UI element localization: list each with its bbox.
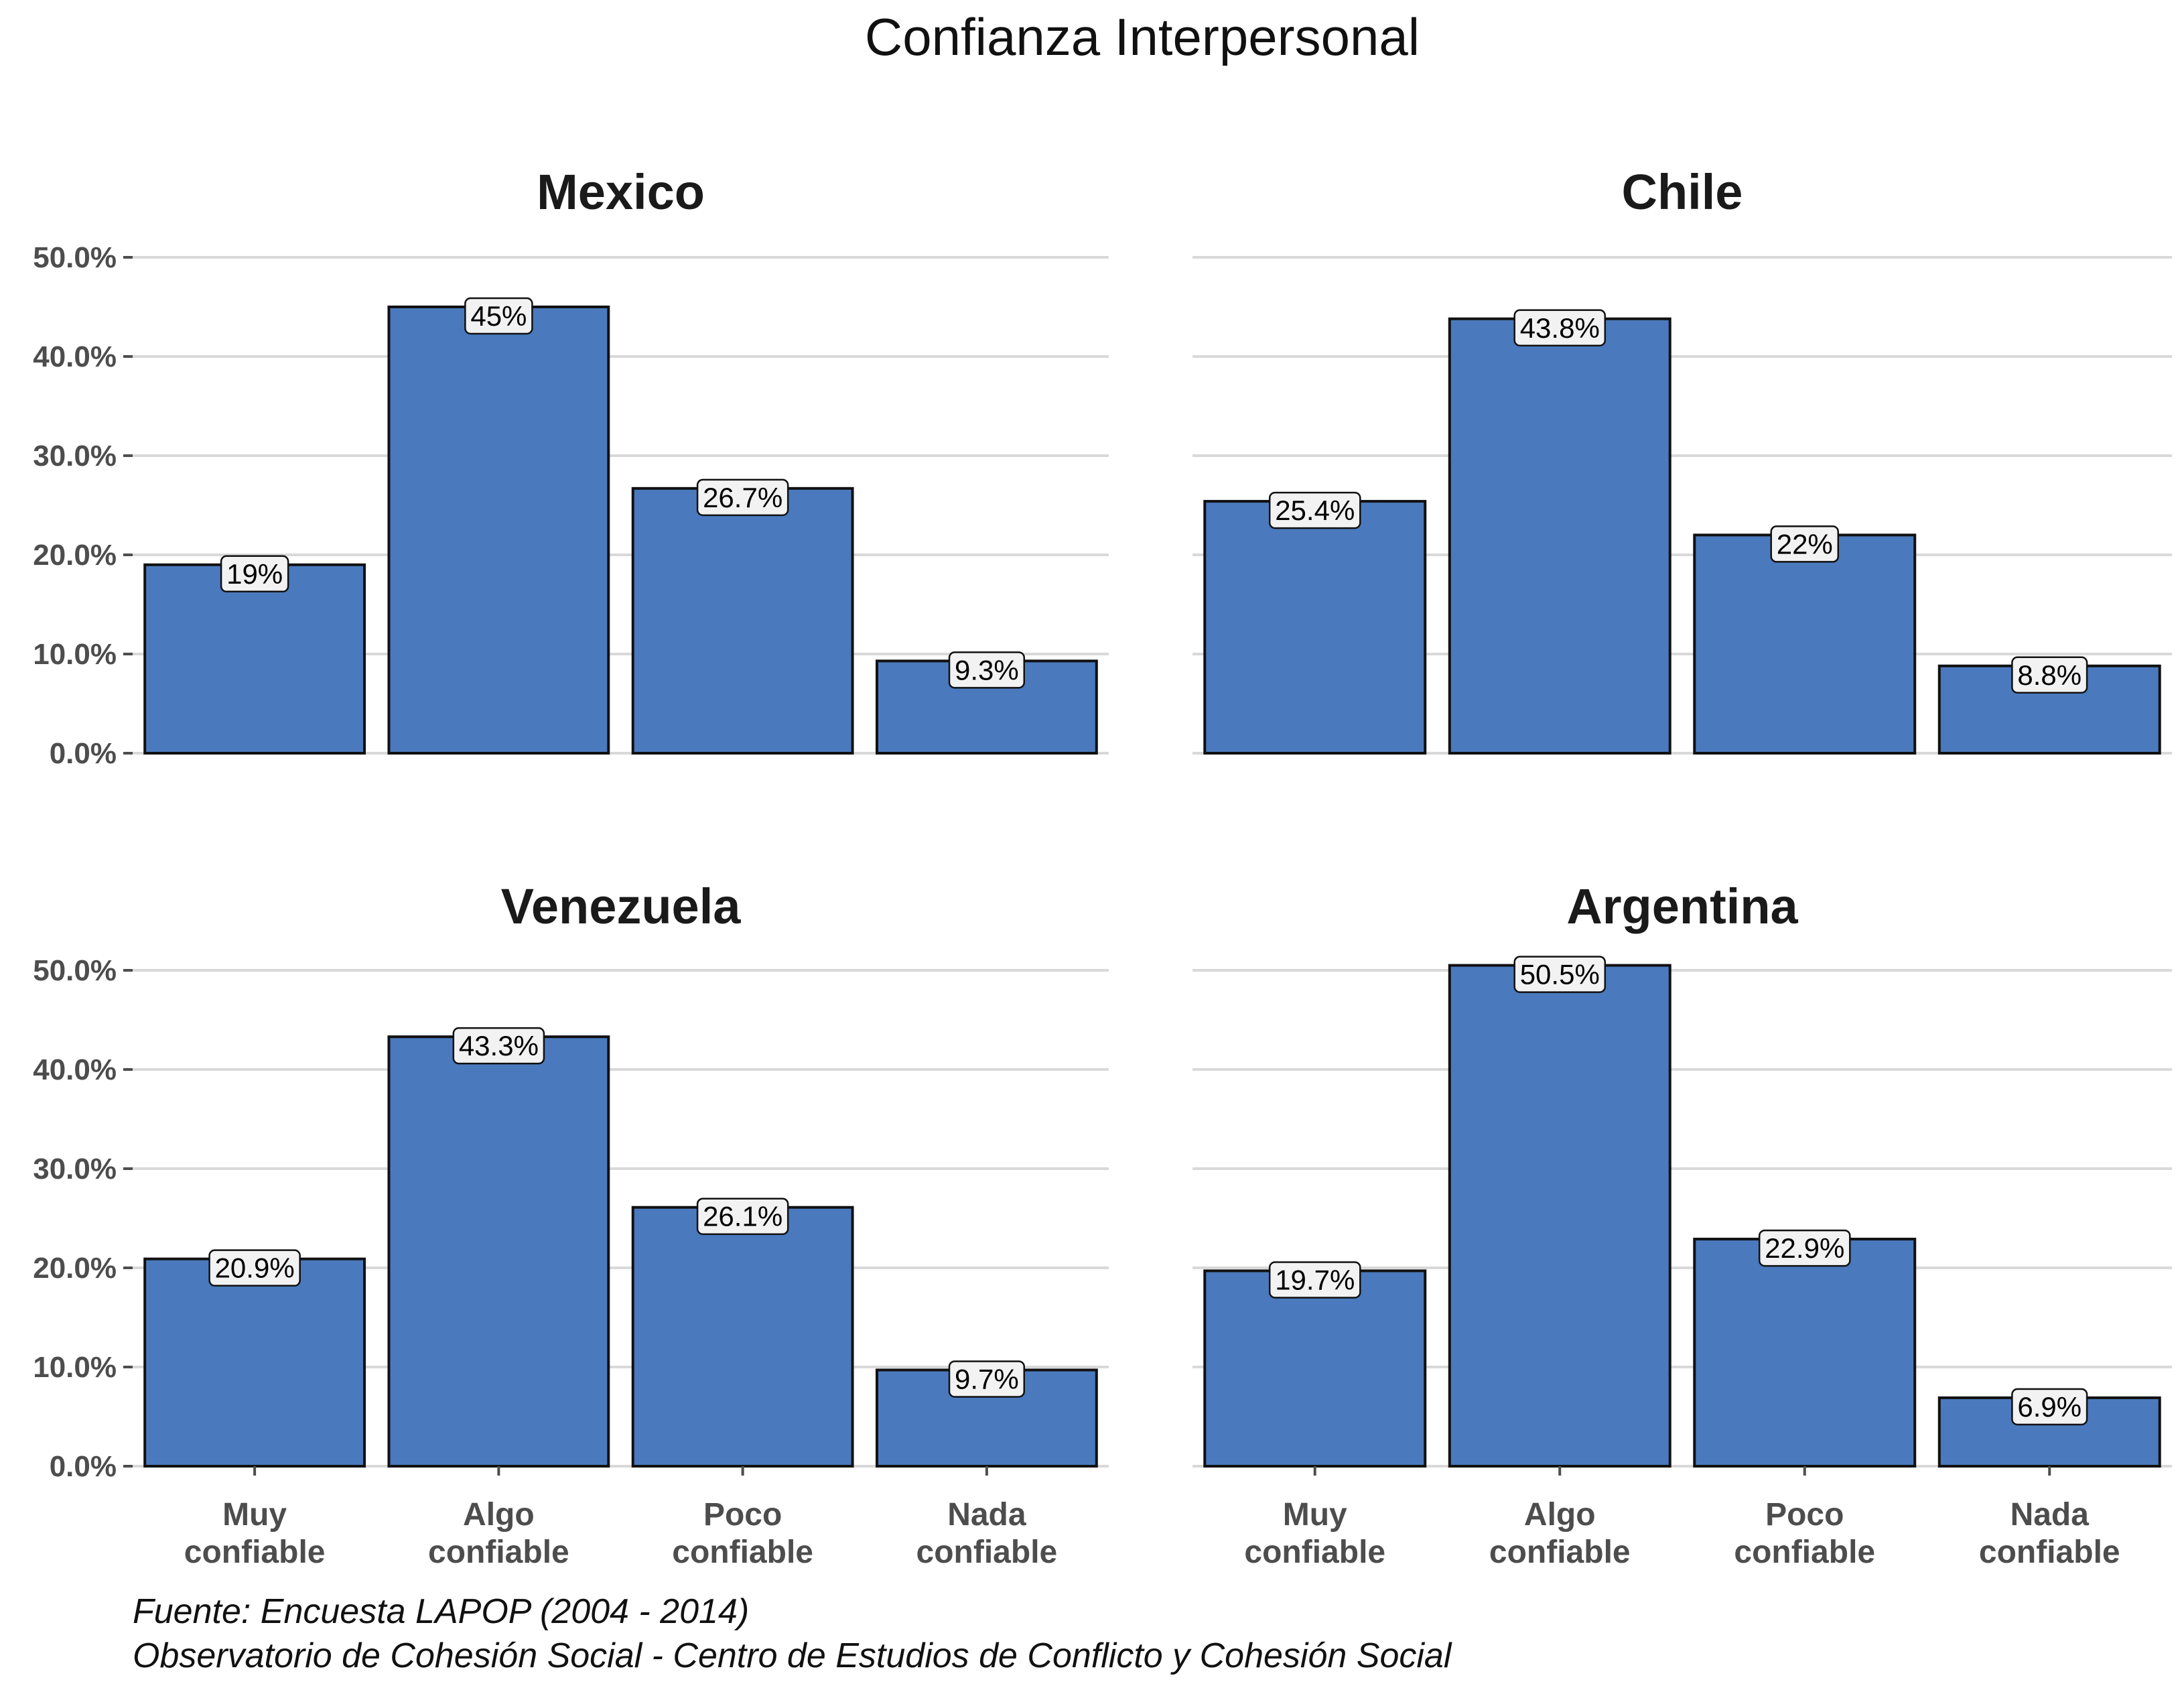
data-label-box-mexico-2	[696, 478, 789, 517]
data-label-mexico-3: 9.3%	[955, 654, 1019, 686]
panel-title-chile: Chile	[1622, 164, 1743, 220]
data-label-box-venezuela-2	[696, 1197, 789, 1235]
y-tick-label-venezuela-0: 0.0%	[50, 1450, 117, 1483]
y-tick-label-venezuela-2: 20.0%	[33, 1252, 117, 1285]
panel-chile: Chile 25.4% 43.8% 22% 8.8%	[1192, 164, 2172, 755]
bar-chile-0	[1203, 500, 1427, 755]
panel-title-argentina: Argentina	[1566, 879, 1798, 934]
x-tick-label-line-venezuela-3-0: Nada	[947, 1497, 1026, 1533]
x-tick-label-line-venezuela-0-1: confiable	[184, 1535, 326, 1570]
x-tick-label-line-venezuela-2-0: Poco	[703, 1497, 782, 1533]
x-tick-label-venezuela-2: Poco confiable	[672, 1497, 813, 1570]
data-label-chile-0: 25.4%	[1275, 495, 1355, 526]
data-label-venezuela-2: 26.1%	[703, 1201, 782, 1232]
panel-venezuela: Venezuela 0.0% 10.0% 20.0% 30.0% 40.0% 50.0% 20…	[33, 879, 1109, 1570]
x-tick-label-line-venezuela-2-1: confiable	[672, 1535, 813, 1570]
data-label-argentina-1: 50.5%	[1520, 959, 1600, 990]
data-label-box-mexico-1	[464, 297, 533, 335]
data-label-box-argentina-3	[2011, 1388, 2088, 1426]
y-tick-label-mexico-3: 30.0%	[33, 440, 117, 472]
bar-mexico-1	[387, 306, 610, 755]
bar-venezuela-1	[387, 1035, 610, 1468]
bar-chile-1	[1448, 317, 1671, 755]
data-label-box-venezuela-0	[208, 1249, 301, 1287]
bar-mexico-2	[631, 486, 854, 755]
x-tick-label-line-argentina-1-0: Algo	[1524, 1497, 1596, 1533]
data-label-box-venezuela-3	[948, 1360, 1025, 1398]
y-tick-label-mexico-2: 20.0%	[33, 539, 117, 572]
x-tick-label-line-argentina-0-0: Muy	[1283, 1497, 1347, 1533]
x-tick-label-venezuela-0: Muy confiable	[184, 1497, 326, 1570]
y-tick-label-venezuela-1: 10.0%	[33, 1351, 117, 1384]
x-tick-label-venezuela-1: Algo confiable	[428, 1497, 569, 1570]
panel-title-venezuela: Venezuela	[501, 879, 742, 934]
bar-argentina-1	[1448, 964, 1671, 1468]
x-tick-label-venezuela-3: Nada confiable	[916, 1497, 1058, 1570]
x-tick-label-line-argentina-0-1: confiable	[1244, 1535, 1385, 1570]
x-tick-label-line-argentina-1-1: confiable	[1489, 1535, 1631, 1570]
data-label-box-venezuela-1	[452, 1027, 545, 1065]
y-tick-label-mexico-4: 40.0%	[33, 340, 117, 373]
data-label-box-argentina-0	[1268, 1261, 1361, 1299]
data-label-argentina-2: 22.9%	[1765, 1232, 1844, 1264]
data-label-venezuela-0: 20.9%	[215, 1252, 295, 1284]
data-label-argentina-0: 19.7%	[1275, 1264, 1355, 1295]
data-label-box-mexico-0	[220, 555, 289, 593]
caption-observatory: Observatorio de Cohesión Social - Centro…	[133, 1636, 1452, 1675]
x-tick-label-line-argentina-2-1: confiable	[1734, 1535, 1875, 1570]
x-tick-label-argentina-0: Muy confiable	[1244, 1497, 1385, 1570]
data-label-box-chile-3	[2011, 656, 2088, 694]
y-tick-label-mexico-0: 0.0%	[50, 737, 117, 770]
x-tick-label-line-venezuela-3-1: confiable	[916, 1535, 1058, 1570]
y-tick-label-mexico-1: 10.0%	[33, 638, 117, 671]
data-label-chile-1: 43.8%	[1520, 312, 1600, 344]
x-tick-label-argentina-3: Nada confiable	[1979, 1497, 2120, 1570]
x-tick-label-argentina-1: Algo confiable	[1489, 1497, 1631, 1570]
data-label-box-argentina-1	[1513, 956, 1607, 993]
x-tick-label-line-argentina-2-0: Poco	[1765, 1497, 1844, 1533]
data-label-chile-3: 8.8%	[2017, 659, 2081, 691]
x-tick-label-line-venezuela-1-1: confiable	[428, 1535, 569, 1570]
x-tick-label-line-venezuela-0-0: Muy	[222, 1497, 287, 1533]
data-label-venezuela-1: 43.3%	[459, 1030, 539, 1061]
bar-mexico-0	[143, 563, 366, 755]
data-label-box-argentina-2	[1758, 1229, 1851, 1267]
data-label-mexico-0: 19%	[226, 558, 283, 590]
bar-venezuela-2	[631, 1206, 854, 1468]
data-label-box-chile-2	[1770, 525, 1840, 563]
y-tick-label-venezuela-3: 30.0%	[33, 1153, 117, 1185]
y-tick-label-mexico-5: 50.0%	[33, 241, 117, 274]
bar-chile-2	[1693, 533, 1917, 755]
data-label-argentina-3: 6.9%	[2017, 1391, 2081, 1423]
data-label-box-chile-1	[1513, 309, 1607, 347]
y-tick-label-venezuela-5: 50.0%	[33, 954, 117, 987]
chart-title: Confianza Interpersonal	[865, 7, 1420, 66]
panel-mexico: Mexico 0.0% 10.0% 20.0% 30.0% 40.0% 50.0% 19% 45…	[33, 164, 1109, 770]
x-tick-label-line-venezuela-1-0: Algo	[463, 1497, 535, 1533]
data-label-box-mexico-3	[948, 651, 1025, 689]
data-label-box-chile-0	[1268, 491, 1361, 529]
facet-panels: Mexico 0.0% 10.0% 20.0% 30.0% 40.0% 50.0% 19% 45…	[33, 164, 2172, 1570]
bar-argentina-0	[1203, 1269, 1427, 1468]
bar-venezuela-0	[143, 1257, 366, 1468]
bar-argentina-2	[1693, 1238, 1917, 1468]
data-label-chile-2: 22%	[1777, 528, 1833, 560]
data-label-venezuela-3: 9.7%	[955, 1363, 1019, 1394]
x-tick-label-line-argentina-3-1: confiable	[1979, 1535, 2120, 1570]
x-tick-label-argentina-2: Poco confiable	[1734, 1497, 1875, 1570]
panel-title-mexico: Mexico	[537, 164, 705, 220]
caption-source: Fuente: Encuesta LAPOP (2004 - 2014)	[133, 1592, 749, 1631]
y-tick-label-venezuela-4: 40.0%	[33, 1053, 117, 1086]
x-tick-label-line-argentina-3-0: Nada	[2010, 1497, 2090, 1533]
data-label-mexico-2: 26.7%	[703, 482, 782, 513]
data-label-mexico-1: 45%	[470, 300, 527, 332]
